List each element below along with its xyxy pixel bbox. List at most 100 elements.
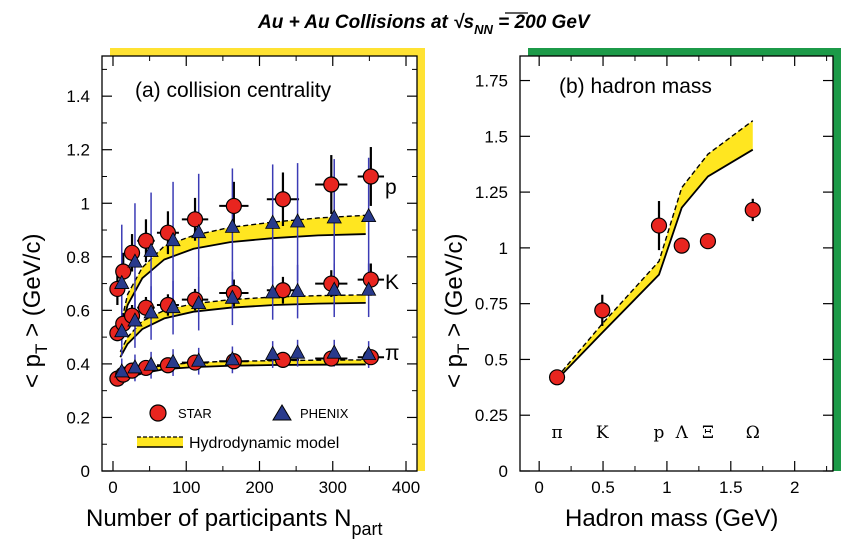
star-point xyxy=(274,191,292,208)
star-point xyxy=(673,237,690,254)
phenix-point xyxy=(289,282,306,298)
legend-model-label: Hydrodynamic model xyxy=(189,435,339,452)
species-label-p: p xyxy=(385,176,397,199)
phenix-point xyxy=(127,359,143,374)
phenix-point xyxy=(165,353,181,368)
phenix-point xyxy=(143,304,159,319)
phenix-point xyxy=(326,209,342,224)
panel-b-xlabel: Hadron mass (GeV) xyxy=(565,505,778,532)
phenix-point xyxy=(224,351,241,366)
panel-a: 0 100 200 300 400 0 0.2 0.4 0.6 0.8 1 1.2 1.4 (a) co… xyxy=(19,48,425,539)
star-point xyxy=(548,369,566,386)
particle-label: Ξ xyxy=(702,423,714,443)
x-tick-label: 2 xyxy=(790,478,799,497)
y-tick-label: 0.6 xyxy=(66,301,90,320)
star-point xyxy=(744,201,761,219)
panel-b-plot-area xyxy=(519,55,834,472)
legend-phenix-label: PHENIX xyxy=(300,406,349,421)
star-point xyxy=(362,168,379,185)
y-tick-label: 0.5 xyxy=(484,350,508,369)
x-tick-label: 0.5 xyxy=(591,478,615,497)
panel-b-label: (b) hadron mass xyxy=(559,75,712,98)
model-band-p-lower xyxy=(119,233,366,333)
x-tick-label: 1 xyxy=(662,478,671,497)
species-label-k: K xyxy=(385,271,399,294)
star-point xyxy=(137,232,155,249)
phenix-point xyxy=(165,298,181,314)
phenix-point xyxy=(224,218,241,233)
model-band-K-lower xyxy=(119,301,366,358)
panel-a-frame-top xyxy=(110,48,425,56)
y-tick-label: 0 xyxy=(81,462,90,481)
phenix-point xyxy=(127,312,143,327)
model-band-mass-fill xyxy=(557,120,753,380)
phenix-point xyxy=(360,207,377,223)
y-tick-label: 1.25 xyxy=(475,183,508,202)
particle-label: Λ xyxy=(675,423,689,443)
legend-model-swatch xyxy=(137,436,183,448)
panel-b-ylabel: < pT > (GeV/c) xyxy=(441,234,473,388)
figure-title: Au + Au Collisions at √sNN = 200 GeV xyxy=(257,12,591,37)
star-point xyxy=(225,197,242,215)
phenix-point xyxy=(191,223,207,239)
panel-b-frame-side xyxy=(833,48,841,471)
phenix-point xyxy=(143,356,159,371)
particle-label: K xyxy=(596,423,609,443)
phenix-point xyxy=(326,281,342,296)
species-label-pi: π xyxy=(385,342,400,365)
y-tick-label: 1 xyxy=(499,239,508,258)
star-point xyxy=(699,233,717,250)
y-tick-label: 1.2 xyxy=(66,141,90,160)
panel-a-ylabel: < pT > (GeV/c) xyxy=(19,234,51,388)
y-tick-label: 0.8 xyxy=(66,248,90,267)
x-tick-label: 100 xyxy=(172,478,200,497)
phenix-point xyxy=(360,281,377,296)
panel-a-frame-side xyxy=(417,48,425,471)
phenix-point xyxy=(114,363,130,378)
model-band-p-upper xyxy=(119,214,366,327)
phenix-point xyxy=(265,214,281,229)
phenix-point xyxy=(289,213,306,228)
y-tick-label: 0.2 xyxy=(66,408,90,427)
y-tick-label: 1.5 xyxy=(484,127,508,146)
x-tick-label: 300 xyxy=(319,478,347,497)
star-point xyxy=(594,302,611,319)
panel-b-frame-top xyxy=(528,48,841,56)
x-tick-label: 200 xyxy=(245,478,273,497)
model-band-mass-lower xyxy=(556,148,754,381)
y-tick-label: 0.25 xyxy=(475,406,508,425)
star-point xyxy=(323,176,340,193)
phenix-point xyxy=(114,322,130,338)
particle-label: Ω xyxy=(746,423,760,443)
legend-star-label: STAR xyxy=(178,406,212,421)
model-band-mass-upper xyxy=(556,120,754,378)
phenix-point xyxy=(289,344,306,359)
y-tick-label: 0.75 xyxy=(475,295,508,314)
star-point xyxy=(186,211,204,228)
phenix-point xyxy=(114,274,130,289)
particle-label: p xyxy=(654,423,665,443)
model-band-p-fill xyxy=(120,215,366,332)
x-tick-label: 0 xyxy=(108,478,117,497)
legend-phenix-marker xyxy=(272,404,292,421)
phenix-point xyxy=(224,289,241,304)
phenix-point xyxy=(191,294,207,310)
panel-a-xlabel: Number of participants Npart xyxy=(86,505,382,539)
panel-b: 0 0.5 1 1.5 2 0 0.25 0.5 0.75 1 1.25 1.5 1.75 (b) ha… xyxy=(441,48,841,532)
phenix-point xyxy=(265,284,281,299)
x-tick-label: 1.5 xyxy=(719,478,743,497)
phenix-point xyxy=(191,352,207,367)
y-tick-label: 1.4 xyxy=(66,87,90,106)
phenix-point xyxy=(360,345,377,360)
model-band-K-fill xyxy=(120,294,366,358)
y-tick-label: 1.75 xyxy=(475,72,508,91)
star-point xyxy=(362,271,379,288)
phenix-point xyxy=(326,344,342,359)
model-band-π-upper xyxy=(119,359,366,382)
star-point xyxy=(650,217,668,234)
model-band-π-fill xyxy=(120,359,366,384)
y-tick-label: 0 xyxy=(499,462,508,481)
y-tick-label: 0.4 xyxy=(66,355,90,374)
x-tick-label: 0 xyxy=(534,478,543,497)
